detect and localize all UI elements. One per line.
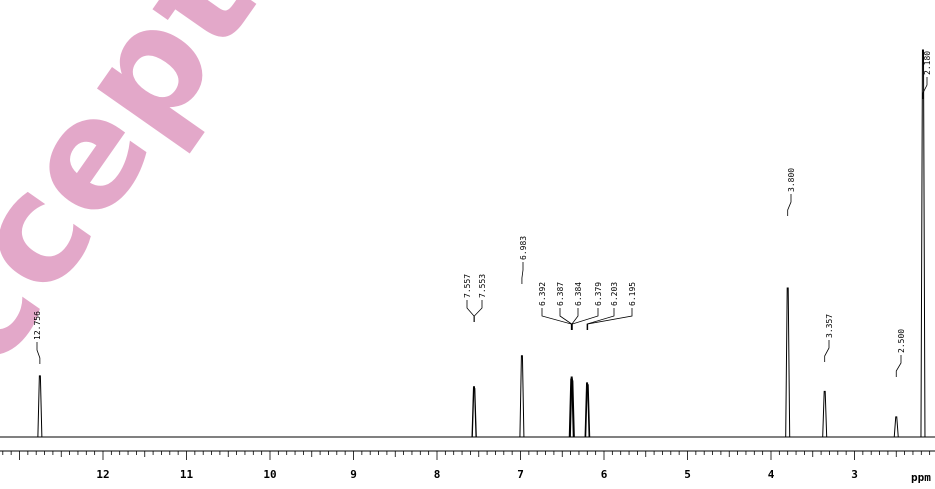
peak-leader-7.557 <box>466 300 475 322</box>
peak-label-6.379: 6.379 <box>594 282 603 306</box>
watermark: Accepted <box>0 0 409 489</box>
peak-label-7.557: 7.557 <box>463 274 472 298</box>
peak-label-7.553: 7.553 <box>478 274 487 298</box>
peak-label-6.384: 6.384 <box>574 282 583 306</box>
x-axis-unit-label: ppm <box>911 471 931 484</box>
peak-label-2.180: 2.180 <box>923 51 932 75</box>
peak-leader-2.500 <box>895 355 902 377</box>
x-tick-label: 5 <box>684 468 691 481</box>
peak-leader-3.357 <box>824 340 830 362</box>
spectrum-peak-6.195 <box>585 384 591 438</box>
peak-label-6.203: 6.203 <box>610 282 619 306</box>
spectrum-trace-group <box>0 49 935 438</box>
peak-leader-6.983 <box>521 262 524 284</box>
peak-label-6.983: 6.983 <box>519 236 528 260</box>
peak-label-6.195: 6.195 <box>628 282 637 306</box>
peak-leader-7.553 <box>473 300 483 322</box>
x-tick-label: 9 <box>350 468 357 481</box>
x-tick-label: 4 <box>768 468 775 481</box>
peak-leader-2.180 <box>922 77 928 99</box>
x-tick-label: 12 <box>96 468 109 481</box>
peak-leader-6.379 <box>571 308 599 330</box>
peak-label-12.756: 12.756 <box>33 311 42 340</box>
x-tick-label: 11 <box>180 468 194 481</box>
spectrum-peak-6.379 <box>569 380 575 438</box>
peak-labels-group: 12.756 7.557 7.553 6.983 6.392 6.387 6.384 6.37… <box>33 51 932 377</box>
peak-label-6.392: 6.392 <box>538 282 547 306</box>
peak-leader-6.384 <box>571 308 579 330</box>
peak-leader-6.392 <box>541 308 572 330</box>
spectrum-peak-3.357 <box>822 390 828 438</box>
spectrum-peak-6.203 <box>584 382 590 438</box>
spectrum-peak-12.756 <box>37 375 43 438</box>
peak-leader-6.387 <box>559 308 573 330</box>
x-tick-label: 10 <box>263 468 276 481</box>
spectrum-peak-3.800 <box>785 287 791 438</box>
peak-leader-6.195 <box>587 308 633 330</box>
x-tick-label: 7 <box>517 468 524 481</box>
x-axis: 12 11 10 9 8 7 6 5 4 3 ppm <box>0 450 935 484</box>
peak-label-6.387: 6.387 <box>556 282 565 306</box>
spectrum-peak-2.180 <box>920 49 926 438</box>
spectrum-peak-7.553 <box>471 388 477 438</box>
x-tick-label: 6 <box>601 468 608 481</box>
spectrum-peak-2.500 <box>893 416 899 438</box>
peak-leader-12.756 <box>36 342 41 364</box>
spectrum-peak-6.983 <box>519 355 525 438</box>
peak-label-2.500: 2.500 <box>897 329 906 353</box>
peak-label-3.357: 3.357 <box>825 314 834 338</box>
x-tick-label: 8 <box>434 468 441 481</box>
peak-leader-6.203 <box>586 308 615 330</box>
watermark-text: Accepted <box>0 0 409 489</box>
peak-label-3.800: 3.800 <box>787 168 796 192</box>
x-tick-label: 3 <box>851 468 858 481</box>
peak-leader-3.800 <box>787 194 792 216</box>
